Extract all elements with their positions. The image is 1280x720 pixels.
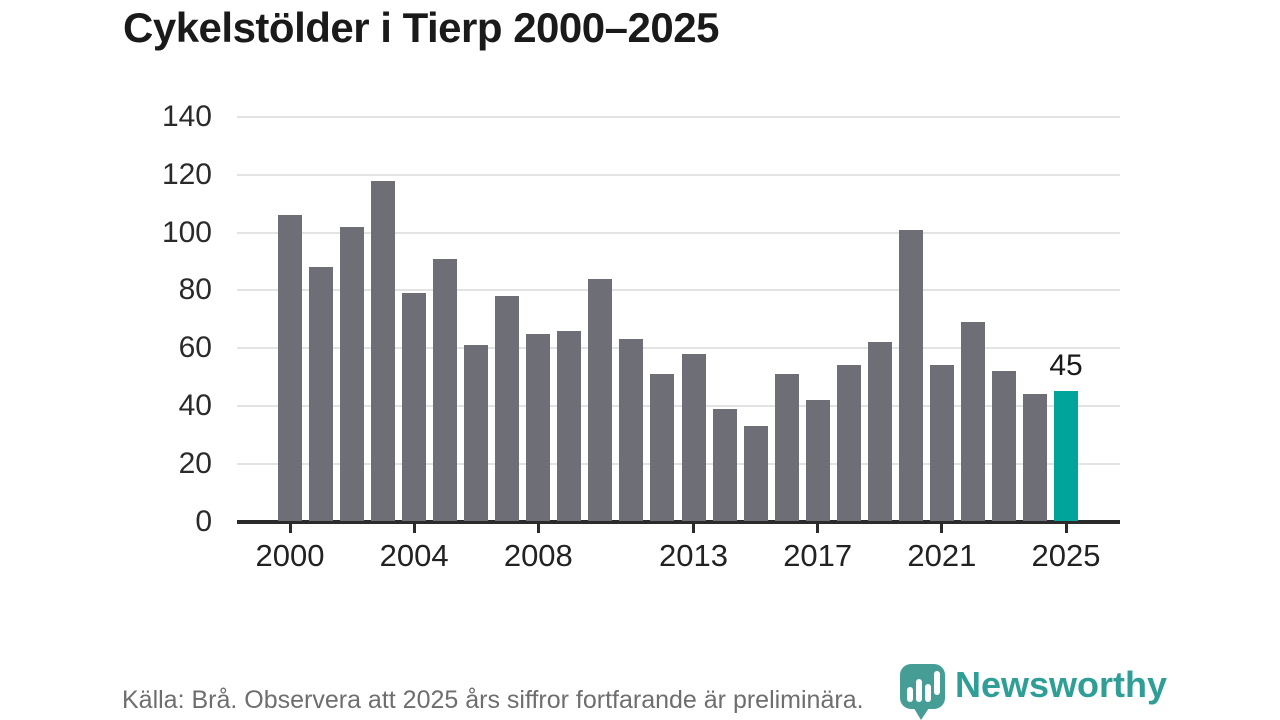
bar-2000 [278, 215, 302, 522]
bar-2010 [588, 278, 613, 522]
bar-2009 [557, 330, 582, 522]
gridline-60 [237, 347, 1120, 350]
bar-2020 [898, 229, 923, 522]
x-axis-label-2013: 2013 [659, 538, 728, 573]
x-axis-tick-2021 [940, 524, 944, 533]
bar-2014 [712, 408, 737, 522]
bar-2008 [526, 333, 551, 522]
bar-2025 [1054, 391, 1078, 522]
bar-2013 [681, 353, 706, 522]
x-axis-tick-2008 [536, 524, 540, 533]
bar-2006 [464, 345, 489, 522]
bar-2017 [805, 400, 830, 522]
bar-2016 [774, 374, 799, 522]
chart-title: Cykelstölder i Tierp 2000–2025 [123, 4, 719, 51]
gridline-100 [237, 231, 1120, 234]
bar-2002 [340, 226, 365, 522]
x-axis-label-2017: 2017 [783, 538, 853, 573]
bar-2011 [619, 339, 644, 522]
y-axis-label-120: 120 [161, 157, 212, 191]
gridline-80 [237, 289, 1120, 292]
x-axis-label-2004: 2004 [379, 538, 449, 573]
x-axis-tick-2017 [816, 524, 820, 533]
bar-2021 [929, 365, 954, 522]
newsworthy-wordmark: Newsworthy [955, 664, 1168, 705]
y-axis-label-140: 140 [161, 100, 212, 133]
bar-2022 [960, 322, 985, 522]
bar-2023 [991, 371, 1016, 522]
bar-2015 [743, 426, 768, 522]
gridline-20 [237, 462, 1120, 465]
bar-2018 [836, 365, 861, 522]
x-axis-line [237, 520, 1120, 524]
x-axis-label-2025: 2025 [1031, 538, 1101, 573]
bar-2019 [867, 342, 892, 522]
y-axis-label-100: 100 [161, 215, 212, 249]
gridline-120 [237, 173, 1120, 176]
bar-2004 [402, 293, 427, 522]
y-axis-label-0: 0 [195, 504, 212, 538]
bar-2024 [1022, 394, 1047, 522]
bar-2012 [650, 374, 675, 522]
x-axis-tick-2000 [288, 524, 292, 533]
gridline-40 [237, 404, 1120, 407]
highlight-value-label: 45 [1049, 349, 1083, 383]
x-axis-label-2000: 2000 [255, 538, 325, 573]
x-axis-tick-2004 [412, 524, 416, 533]
y-axis-label-80: 80 [178, 273, 212, 307]
y-axis-label-20: 20 [178, 446, 212, 480]
newsworthy-logo: Newsworthy [897, 663, 1167, 720]
x-axis-tick-2025 [1064, 524, 1068, 533]
y-axis-label-40: 40 [178, 388, 212, 422]
source-note: Källa: Brå. Observera att 2025 års siffr… [122, 686, 864, 714]
x-axis-label-2021: 2021 [907, 538, 977, 573]
x-axis-tick-2013 [692, 524, 696, 533]
x-axis-label-2008: 2008 [503, 538, 573, 573]
speech-bubble-bar-chart-icon [900, 664, 945, 720]
bar-2007 [495, 296, 520, 522]
bar-2005 [433, 258, 458, 522]
gridline-140 [237, 116, 1120, 118]
y-axis-label-60: 60 [178, 331, 212, 365]
bar-2003 [371, 180, 396, 522]
bar-2001 [309, 267, 334, 522]
